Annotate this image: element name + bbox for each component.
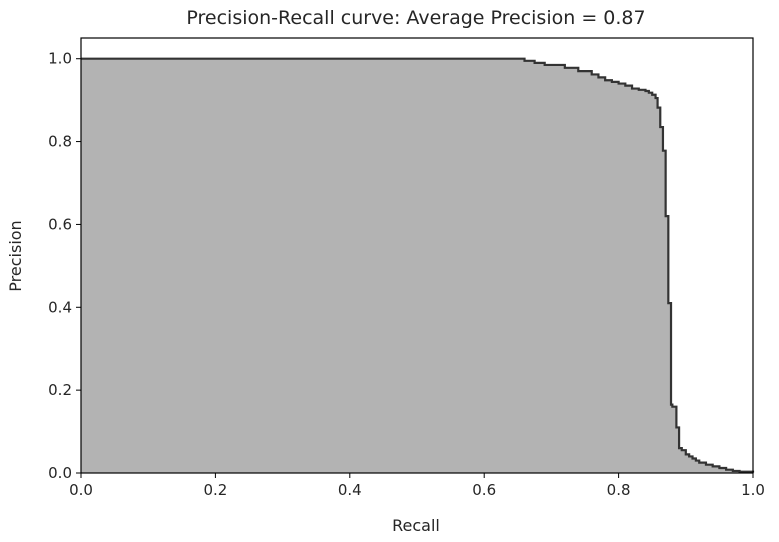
x-tick-label: 1.0 [741, 481, 765, 499]
x-axis-label: Recall [392, 516, 440, 535]
plot-frame [80, 37, 754, 474]
y-tick-label: 0.8 [48, 133, 72, 151]
y-tick-label: 0.0 [48, 464, 72, 482]
y-tick-label: 0.6 [48, 215, 72, 233]
y-tick-label: 0.2 [48, 381, 72, 399]
x-tick-label: 0.0 [69, 481, 93, 499]
y-tick-label: 0.4 [48, 298, 72, 316]
x-tick-label: 0.6 [472, 481, 496, 499]
plot-area [80, 37, 755, 474]
pr-curve-line [81, 57, 755, 473]
pr-curve-fill [81, 58, 753, 474]
y-tick-label: 1.0 [48, 50, 72, 68]
y-axis-label: Precision [6, 220, 25, 291]
x-tick-label: 0.4 [338, 481, 362, 499]
y-axis-ticks: 0.0 0.2 0.4 0.6 0.8 1.0 [48, 50, 81, 482]
chart-title: Precision-Recall curve: Average Precisio… [186, 7, 645, 29]
x-tick-label: 0.2 [203, 481, 227, 499]
x-tick-label: 0.8 [607, 481, 631, 499]
x-axis-ticks: 0.0 0.2 0.4 0.6 0.8 1.0 [69, 473, 765, 499]
